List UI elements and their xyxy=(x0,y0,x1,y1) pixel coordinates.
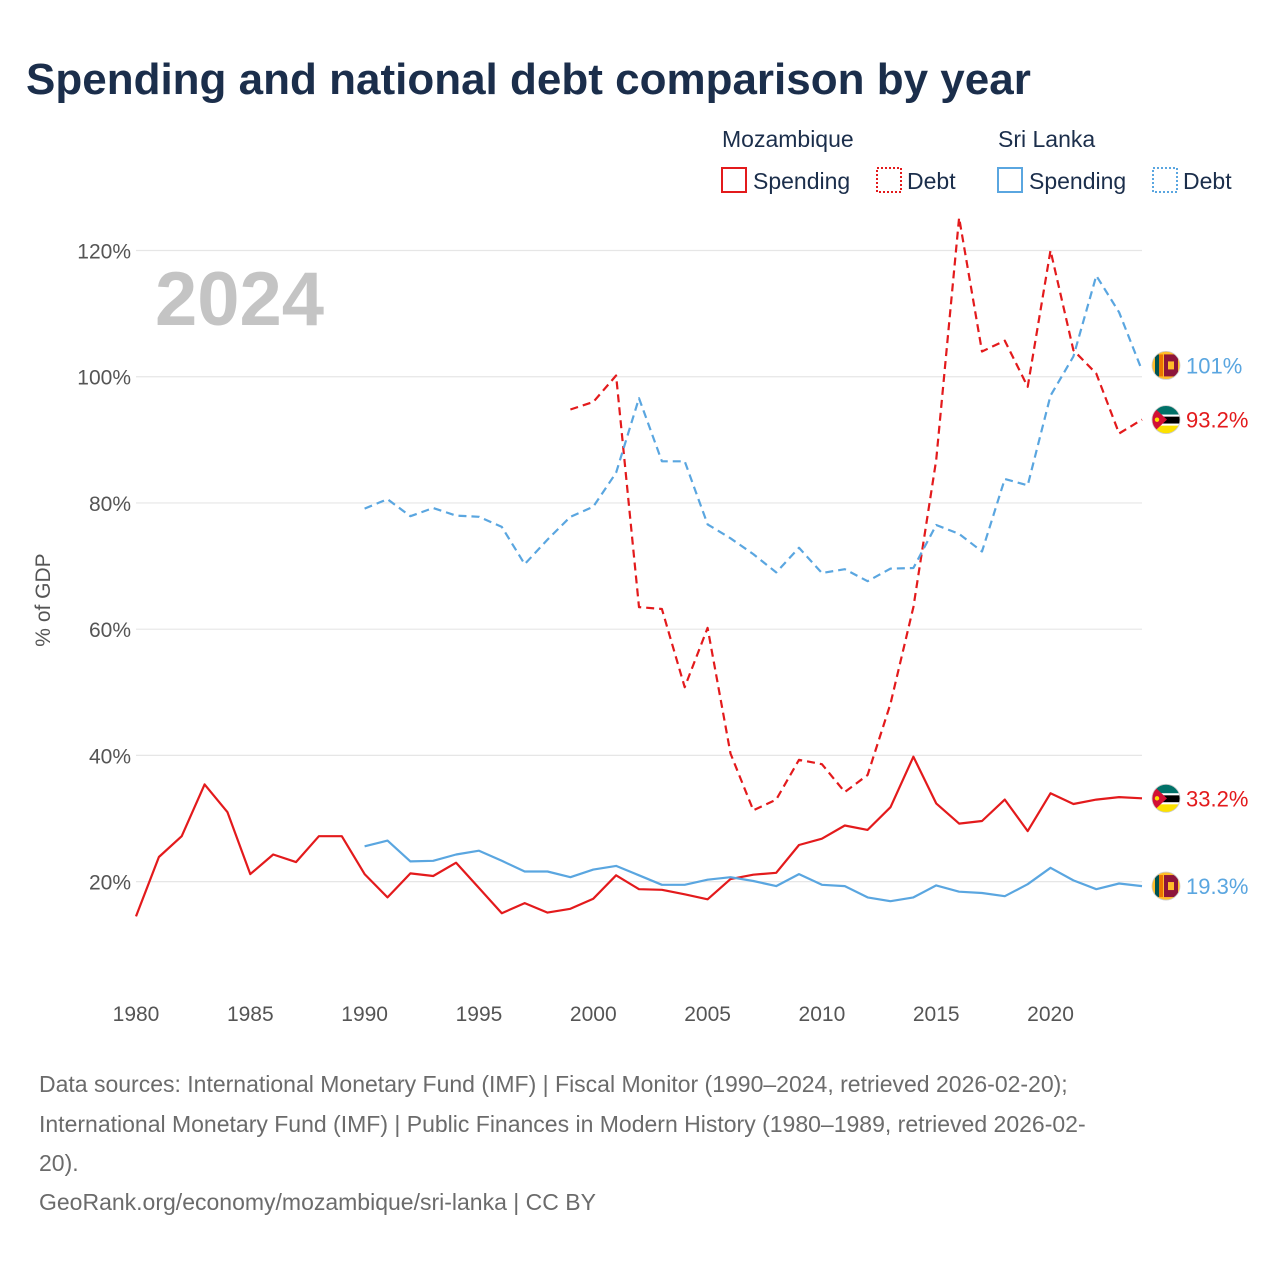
series-line-mozambique-spending[interactable] xyxy=(134,755,1143,917)
x-tick-label: 1995 xyxy=(456,1003,503,1026)
sri-lanka-flag-icon xyxy=(1151,351,1181,380)
x-tick-label: 2020 xyxy=(1027,1003,1074,1026)
source-link[interactable]: GeoRank.org/economy/mozambique/sri-lanka… xyxy=(39,1189,596,1215)
end-label-mozambique-debt: 93.2% xyxy=(1186,408,1248,433)
x-tick-label: 2010 xyxy=(799,1003,846,1026)
legend: Mozambique Spending Debt Sri Lanka Spend… xyxy=(721,126,1232,194)
legend-label-mozambique-debt[interactable]: Debt xyxy=(907,168,956,194)
legend-label-mozambique-spending[interactable]: Spending xyxy=(753,168,850,194)
source-line-1: Data sources: International Monetary Fun… xyxy=(39,1071,1068,1097)
y-tick-label: 120% xyxy=(77,240,131,263)
end-label-sri-lanka-spending: 19.3% xyxy=(1186,874,1248,899)
mozambique-flag-icon xyxy=(1151,405,1181,435)
x-tick-label: 1985 xyxy=(227,1003,274,1026)
series-line-sri-lanka-spending[interactable] xyxy=(364,839,1143,903)
x-tick-label: 1980 xyxy=(113,1003,160,1026)
y-tick-label: 80% xyxy=(89,493,131,516)
source-notes: Data sources: International Monetary Fun… xyxy=(39,1071,1086,1215)
x-axis: 1980 1985 1990 1995 2000 2005 2010 2015 2020 xyxy=(113,1003,1074,1026)
end-label-mozambique-spending: 33.2% xyxy=(1186,786,1248,811)
y-tick-label: 40% xyxy=(89,745,131,768)
y-tick-label: 100% xyxy=(77,367,131,390)
x-tick-label: 2000 xyxy=(570,1003,617,1026)
source-line-3: 20). xyxy=(39,1150,79,1176)
mozambique-flag-icon xyxy=(1151,783,1181,813)
source-line-2: International Monetary Fund (IMF) | Publ… xyxy=(39,1111,1086,1137)
series-line-sri-lanka-debt[interactable] xyxy=(364,274,1144,583)
legend-label-sri-lanka-debt[interactable]: Debt xyxy=(1183,168,1232,194)
legend-group-mozambique: Mozambique xyxy=(722,126,854,152)
grid xyxy=(136,249,1142,883)
legend-label-sri-lanka-spending[interactable]: Spending xyxy=(1029,168,1126,194)
x-tick-label: 2015 xyxy=(913,1003,960,1026)
legend-swatch-mozambique-spending[interactable] xyxy=(721,167,747,193)
x-tick-label: 1990 xyxy=(341,1003,388,1026)
page-title: Spending and national debt comparison by… xyxy=(26,55,1031,104)
year-label: 2024 xyxy=(155,257,324,342)
x-tick-label: 2005 xyxy=(684,1003,731,1026)
series-line-mozambique-debt[interactable] xyxy=(570,216,1143,812)
legend-group-sri-lanka: Sri Lanka xyxy=(998,126,1095,152)
y-tick-label: 60% xyxy=(89,619,131,642)
legend-swatch-sri-lanka-debt[interactable] xyxy=(1152,167,1178,193)
y-axis: 20% 40% 60% 80% 100% 120% xyxy=(77,240,131,894)
y-axis-label: % of GDP xyxy=(32,553,55,646)
end-label-sri-lanka-debt: 101% xyxy=(1186,353,1242,378)
sri-lanka-flag-icon xyxy=(1151,871,1181,901)
legend-swatch-mozambique-debt[interactable] xyxy=(876,167,902,193)
y-tick-label: 20% xyxy=(89,872,131,895)
end-labels: 101% 93.2% 33.2% 19.3% xyxy=(1151,351,1248,901)
legend-swatch-sri-lanka-spending[interactable] xyxy=(997,167,1023,193)
series xyxy=(134,216,1144,917)
